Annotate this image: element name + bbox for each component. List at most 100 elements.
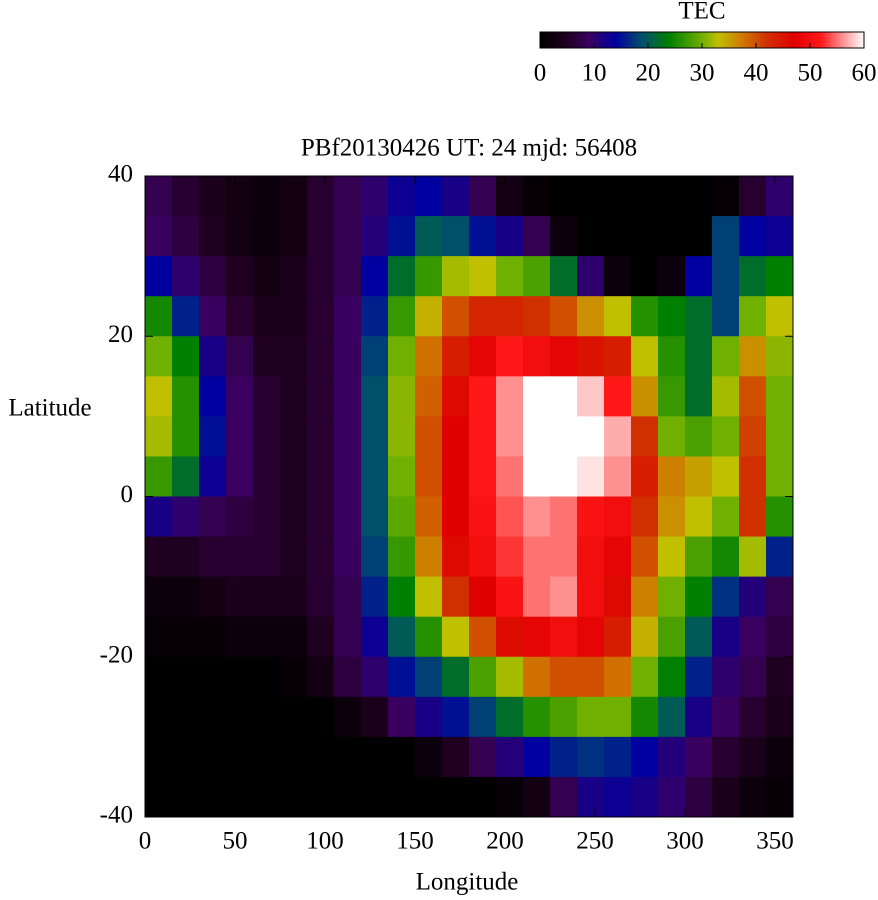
- heat-cell: [334, 456, 362, 497]
- heat-cell: [685, 656, 713, 698]
- heat-cell: [334, 536, 362, 578]
- heat-cell: [604, 616, 632, 658]
- heat-cell: [388, 216, 416, 257]
- heat-cell: [172, 376, 200, 417]
- heat-cell: [307, 616, 335, 658]
- heat-cell: [604, 296, 632, 337]
- heat-cell: [415, 456, 443, 497]
- heat-cell: [334, 376, 362, 417]
- heat-cell: [280, 176, 308, 217]
- heat-cell: [415, 176, 443, 217]
- heat-cell: [361, 376, 389, 417]
- heat-cell: [469, 176, 497, 217]
- heat-cell: [577, 176, 605, 217]
- heat-cell: [523, 656, 551, 698]
- heat-cell: [604, 456, 632, 497]
- heat-cell: [550, 256, 578, 297]
- heat-cell: [550, 576, 578, 618]
- heat-cell: [766, 696, 794, 738]
- heat-cell: [307, 256, 335, 297]
- heat-cell: [604, 216, 632, 257]
- heat-cell: [415, 496, 443, 538]
- heat-cell: [388, 776, 416, 818]
- heat-cell: [334, 696, 362, 738]
- heat-cell: [631, 336, 659, 377]
- heat-cell: [496, 776, 524, 818]
- heat-cell: [496, 576, 524, 618]
- heat-cell: [361, 616, 389, 658]
- heat-cell: [226, 416, 254, 457]
- heat-cell: [253, 256, 281, 297]
- heat-cell: [496, 336, 524, 377]
- heat-cell: [685, 176, 713, 217]
- heat-cell: [361, 296, 389, 337]
- heat-cell: [307, 656, 335, 698]
- heat-cell: [712, 376, 740, 417]
- heat-cell: [334, 296, 362, 337]
- heat-cell: [577, 616, 605, 658]
- heat-cell: [469, 296, 497, 337]
- heat-cell: [253, 576, 281, 618]
- heat-cell: [415, 576, 443, 618]
- x-tick-label: 0: [139, 828, 152, 855]
- heat-cell: [334, 736, 362, 778]
- heat-cell: [469, 496, 497, 538]
- heat-cell: [766, 376, 794, 417]
- heat-cell: [739, 616, 767, 658]
- heat-cell: [415, 296, 443, 337]
- heat-cell: [334, 336, 362, 377]
- heat-cell: [280, 536, 308, 578]
- heat-cell: [604, 776, 632, 818]
- heat-cell: [145, 176, 173, 217]
- heat-cell: [442, 256, 470, 297]
- heat-cell: [172, 296, 200, 337]
- heat-cell: [712, 176, 740, 217]
- heat-cell: [712, 496, 740, 538]
- heat-cell: [361, 456, 389, 497]
- colorbar-label: TEC: [678, 0, 725, 25]
- heat-cell: [388, 376, 416, 417]
- heat-cell: [685, 256, 713, 297]
- heat-cell: [550, 496, 578, 538]
- heat-cell: [172, 656, 200, 698]
- heat-cell: [577, 496, 605, 538]
- heat-cell: [712, 616, 740, 658]
- heat-cell: [523, 576, 551, 618]
- heat-cell: [658, 656, 686, 698]
- heat-cell: [550, 296, 578, 337]
- heat-cell: [253, 616, 281, 658]
- heat-cell: [199, 576, 227, 618]
- heat-cell: [442, 536, 470, 578]
- heat-cell: [226, 776, 254, 818]
- heat-cell: [145, 216, 173, 257]
- heat-cell: [442, 336, 470, 377]
- heat-cell: [496, 216, 524, 257]
- heat-cell: [712, 456, 740, 497]
- heat-cell: [631, 576, 659, 618]
- heat-cell: [577, 736, 605, 778]
- heat-cell: [253, 216, 281, 257]
- heat-cell: [442, 456, 470, 497]
- heat-cell: [631, 456, 659, 497]
- heat-cell: [199, 216, 227, 257]
- heat-cell: [523, 456, 551, 497]
- heat-cell: [307, 216, 335, 257]
- heat-cell: [550, 336, 578, 377]
- heat-cell: [685, 616, 713, 658]
- heat-cell: [334, 616, 362, 658]
- heat-cell: [604, 256, 632, 297]
- heat-cell: [550, 656, 578, 698]
- heat-cell: [631, 776, 659, 818]
- heat-cell: [361, 176, 389, 217]
- chart-title: PBf20130426 UT: 24 mjd: 56408: [301, 135, 637, 162]
- heat-cell: [658, 176, 686, 217]
- heat-cell: [415, 536, 443, 578]
- heat-cell: [604, 176, 632, 217]
- heat-cell: [604, 536, 632, 578]
- heat-cell: [496, 376, 524, 417]
- heat-cell: [631, 176, 659, 217]
- heat-cell: [388, 256, 416, 297]
- heat-cell: [172, 416, 200, 457]
- heat-cell: [604, 336, 632, 377]
- heat-cell: [226, 256, 254, 297]
